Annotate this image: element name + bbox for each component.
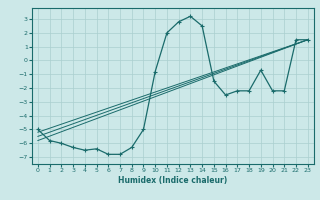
X-axis label: Humidex (Indice chaleur): Humidex (Indice chaleur) [118, 176, 228, 185]
